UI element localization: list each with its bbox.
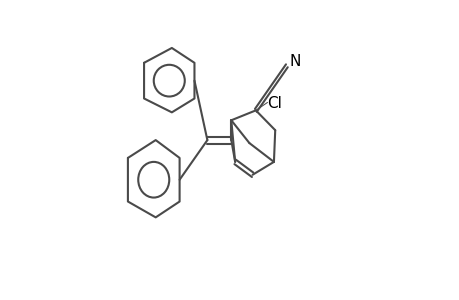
Text: N: N — [289, 54, 300, 69]
Text: Cl: Cl — [266, 95, 281, 110]
